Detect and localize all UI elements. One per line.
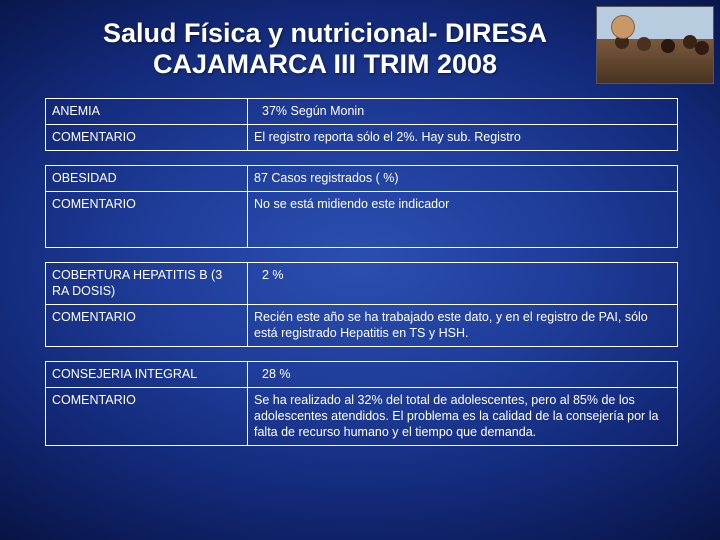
cell-label: ANEMIA (46, 99, 248, 125)
cell-label: OBESIDAD (46, 166, 248, 192)
cell-value: 87 Casos registrados ( %) (248, 166, 678, 192)
cell-label: COMENTARIO (46, 125, 248, 151)
table-row: COMENTARIO Se ha realizado al 32% del to… (46, 388, 678, 446)
tables-container: ANEMIA 37% Según Monin COMENTARIO El reg… (45, 98, 677, 460)
cell-value: 37% Según Monin (248, 99, 678, 125)
table-row: OBESIDAD 87 Casos registrados ( %) (46, 166, 678, 192)
table-anemia: ANEMIA 37% Según Monin COMENTARIO El reg… (45, 98, 678, 151)
table-row: COBERTURA HEPATITIS B (3 RA DOSIS) 2 % (46, 263, 678, 305)
cell-label: COMENTARIO (46, 192, 248, 248)
cell-label: COBERTURA HEPATITIS B (3 RA DOSIS) (46, 263, 248, 305)
cell-value: No se está midiendo este indicador (248, 192, 678, 248)
cell-value: 2 % (248, 263, 678, 305)
table-row: COMENTARIO Recién este año se ha trabaja… (46, 305, 678, 347)
table-hepatitis: COBERTURA HEPATITIS B (3 RA DOSIS) 2 % C… (45, 262, 678, 347)
corner-photo (596, 6, 714, 84)
table-row: COMENTARIO No se está midiendo este indi… (46, 192, 678, 248)
table-row: ANEMIA 37% Según Monin (46, 99, 678, 125)
slide-title: Salud Física y nutricional- DIRESA CAJAM… (45, 18, 605, 80)
cell-value: El registro reporta sólo el 2%. Hay sub.… (248, 125, 678, 151)
cell-value: Se ha realizado al 32% del total de adol… (248, 388, 678, 446)
cell-label: COMENTARIO (46, 388, 248, 446)
table-row: CONSEJERIA INTEGRAL 28 % (46, 362, 678, 388)
table-obesidad: OBESIDAD 87 Casos registrados ( %) COMEN… (45, 165, 678, 248)
cell-value: 28 % (248, 362, 678, 388)
cell-label: CONSEJERIA INTEGRAL (46, 362, 248, 388)
cell-label: COMENTARIO (46, 305, 248, 347)
table-consejeria: CONSEJERIA INTEGRAL 28 % COMENTARIO Se h… (45, 361, 678, 446)
cell-value: Recién este año se ha trabajado este dat… (248, 305, 678, 347)
table-row: COMENTARIO El registro reporta sólo el 2… (46, 125, 678, 151)
